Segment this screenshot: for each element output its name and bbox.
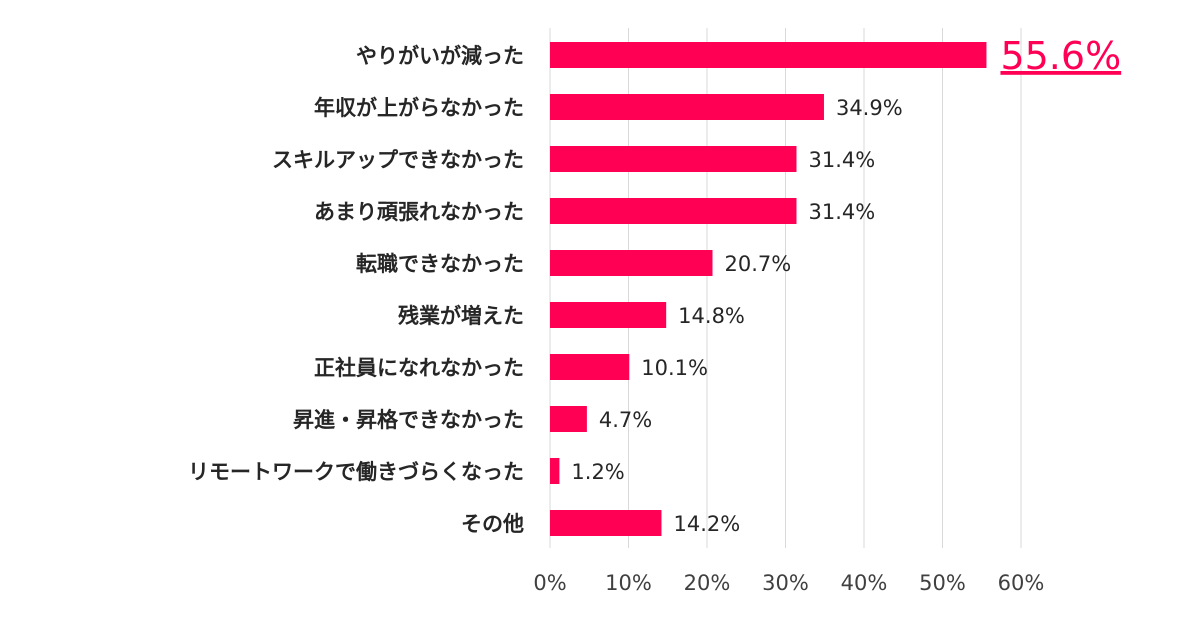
bar (550, 302, 667, 328)
x-tick-label: 50% (919, 571, 966, 595)
value-labels: 55.6% 34.9% 31.4% 31.4% 20.7% 14.8% 10.1% 4.7% 1… (571, 34, 1121, 536)
category-labels: やりがいが減った年収が上がらなかったスキルアップできなかったあまり頑張れなかった… (188, 44, 524, 536)
bar (550, 406, 587, 432)
x-tick-label: 10% (605, 571, 652, 595)
bar (550, 510, 662, 536)
value-label: 1.2% (571, 460, 624, 484)
value-label: 20.7% (724, 252, 791, 276)
x-tick-label: 60% (998, 571, 1045, 595)
category-label: 正社員になれなかった (314, 356, 524, 380)
value-label-highlight: 55.6% (1000, 34, 1121, 78)
bar (550, 458, 560, 484)
category-label: あまり頑張れなかった (314, 200, 524, 224)
category-label: やりがいが減った (356, 44, 524, 68)
category-label: 昇進・昇格できなかった (293, 408, 524, 432)
category-label: 年収が上がらなかった (314, 96, 524, 120)
value-label: 34.9% (836, 96, 903, 120)
bar (550, 198, 797, 224)
value-label: 14.8% (678, 304, 745, 328)
x-tick-label: 0% (533, 571, 566, 595)
bar (550, 354, 630, 380)
category-label: 残業が増えた (398, 304, 524, 328)
value-label: 31.4% (808, 200, 875, 224)
bar (550, 42, 987, 68)
x-tick-label: 40% (841, 571, 888, 595)
value-label: 10.1% (641, 356, 708, 380)
category-label: 転職できなかった (356, 252, 524, 276)
category-label: その他 (461, 512, 524, 536)
bar (550, 250, 713, 276)
x-tick-labels: 0% 10% 20% 30% 40% 50% 60% (533, 571, 1044, 595)
category-label: リモートワークで働きづらくなった (188, 460, 524, 484)
value-label: 4.7% (599, 408, 652, 432)
bar (550, 146, 797, 172)
category-label: スキルアップできなかった (272, 148, 524, 172)
value-label: 31.4% (808, 148, 875, 172)
value-label: 14.2% (673, 512, 740, 536)
bar (550, 94, 824, 120)
bars (550, 42, 987, 536)
x-tick-label: 20% (684, 571, 731, 595)
x-tick-label: 30% (762, 571, 809, 595)
